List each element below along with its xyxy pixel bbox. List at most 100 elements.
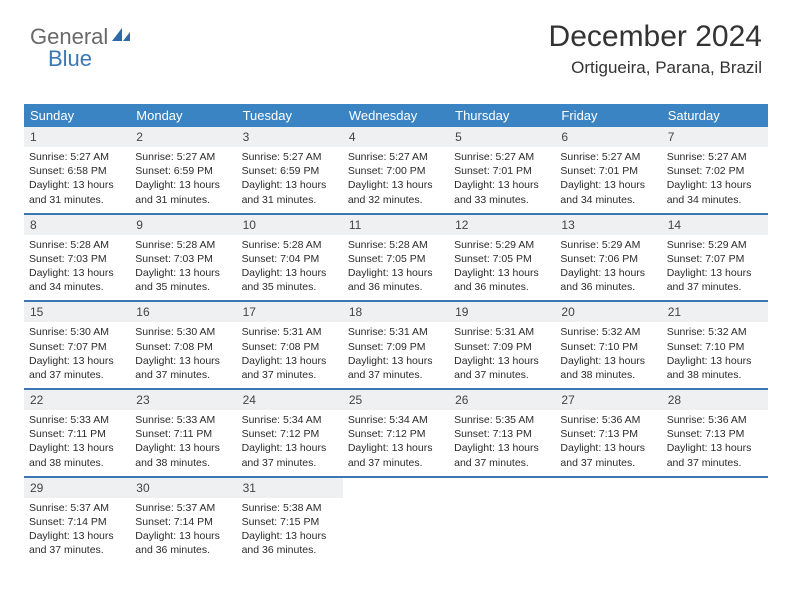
- day-number: 20: [555, 302, 661, 322]
- day-details: Sunrise: 5:28 AMSunset: 7:04 PMDaylight:…: [237, 235, 343, 301]
- logo-sail-icon: [110, 24, 132, 50]
- day-cell: 8Sunrise: 5:28 AMSunset: 7:03 PMDaylight…: [24, 215, 130, 301]
- calendar-grid: SundayMondayTuesdayWednesdayThursdayFrid…: [24, 104, 768, 563]
- day-details: Sunrise: 5:31 AMSunset: 7:09 PMDaylight:…: [449, 322, 555, 388]
- day-cell: [662, 478, 768, 564]
- day-details: Sunrise: 5:33 AMSunset: 7:11 PMDaylight:…: [24, 410, 130, 476]
- day-details: Sunrise: 5:34 AMSunset: 7:12 PMDaylight:…: [343, 410, 449, 476]
- day-details: Sunrise: 5:37 AMSunset: 7:14 PMDaylight:…: [130, 498, 236, 564]
- day-details: Sunrise: 5:29 AMSunset: 7:07 PMDaylight:…: [662, 235, 768, 301]
- weekday-header: Sunday: [24, 104, 130, 127]
- day-cell: 5Sunrise: 5:27 AMSunset: 7:01 PMDaylight…: [449, 127, 555, 213]
- day-number: 26: [449, 390, 555, 410]
- weekday-header: Saturday: [662, 104, 768, 127]
- day-number: 15: [24, 302, 130, 322]
- day-details: Sunrise: 5:29 AMSunset: 7:05 PMDaylight:…: [449, 235, 555, 301]
- day-details: Sunrise: 5:38 AMSunset: 7:15 PMDaylight:…: [237, 498, 343, 564]
- day-details: Sunrise: 5:33 AMSunset: 7:11 PMDaylight:…: [130, 410, 236, 476]
- day-number: 28: [662, 390, 768, 410]
- day-number: 25: [343, 390, 449, 410]
- day-cell: 11Sunrise: 5:28 AMSunset: 7:05 PMDayligh…: [343, 215, 449, 301]
- day-number: 1: [24, 127, 130, 147]
- day-cell: 17Sunrise: 5:31 AMSunset: 7:08 PMDayligh…: [237, 302, 343, 388]
- day-number: 27: [555, 390, 661, 410]
- day-cell: 10Sunrise: 5:28 AMSunset: 7:04 PMDayligh…: [237, 215, 343, 301]
- day-cell: 31Sunrise: 5:38 AMSunset: 7:15 PMDayligh…: [237, 478, 343, 564]
- day-details: Sunrise: 5:27 AMSunset: 6:59 PMDaylight:…: [130, 147, 236, 213]
- weekday-header: Thursday: [449, 104, 555, 127]
- day-details: Sunrise: 5:30 AMSunset: 7:08 PMDaylight:…: [130, 322, 236, 388]
- day-cell: 23Sunrise: 5:33 AMSunset: 7:11 PMDayligh…: [130, 390, 236, 476]
- day-details: Sunrise: 5:27 AMSunset: 6:58 PMDaylight:…: [24, 147, 130, 213]
- week-row: 1Sunrise: 5:27 AMSunset: 6:58 PMDaylight…: [24, 127, 768, 215]
- day-details: Sunrise: 5:31 AMSunset: 7:08 PMDaylight:…: [237, 322, 343, 388]
- day-cell: 12Sunrise: 5:29 AMSunset: 7:05 PMDayligh…: [449, 215, 555, 301]
- day-number: 10: [237, 215, 343, 235]
- day-cell: 30Sunrise: 5:37 AMSunset: 7:14 PMDayligh…: [130, 478, 236, 564]
- weekday-header: Friday: [555, 104, 661, 127]
- day-number: 24: [237, 390, 343, 410]
- weekday-header: Monday: [130, 104, 236, 127]
- day-details: Sunrise: 5:27 AMSunset: 7:00 PMDaylight:…: [343, 147, 449, 213]
- day-cell: 15Sunrise: 5:30 AMSunset: 7:07 PMDayligh…: [24, 302, 130, 388]
- day-details: Sunrise: 5:37 AMSunset: 7:14 PMDaylight:…: [24, 498, 130, 564]
- day-number: 31: [237, 478, 343, 498]
- day-number: 4: [343, 127, 449, 147]
- weekday-header: Tuesday: [237, 104, 343, 127]
- day-cell: 20Sunrise: 5:32 AMSunset: 7:10 PMDayligh…: [555, 302, 661, 388]
- day-number: 19: [449, 302, 555, 322]
- day-cell: 7Sunrise: 5:27 AMSunset: 7:02 PMDaylight…: [662, 127, 768, 213]
- day-cell: 14Sunrise: 5:29 AMSunset: 7:07 PMDayligh…: [662, 215, 768, 301]
- day-cell: 24Sunrise: 5:34 AMSunset: 7:12 PMDayligh…: [237, 390, 343, 476]
- day-number: 30: [130, 478, 236, 498]
- day-details: Sunrise: 5:36 AMSunset: 7:13 PMDaylight:…: [662, 410, 768, 476]
- day-cell: 22Sunrise: 5:33 AMSunset: 7:11 PMDayligh…: [24, 390, 130, 476]
- day-number: 21: [662, 302, 768, 322]
- day-cell: 26Sunrise: 5:35 AMSunset: 7:13 PMDayligh…: [449, 390, 555, 476]
- day-cell: [555, 478, 661, 564]
- day-number: 12: [449, 215, 555, 235]
- day-number: 29: [24, 478, 130, 498]
- day-number: 5: [449, 127, 555, 147]
- day-number: 17: [237, 302, 343, 322]
- day-cell: 9Sunrise: 5:28 AMSunset: 7:03 PMDaylight…: [130, 215, 236, 301]
- day-details: Sunrise: 5:31 AMSunset: 7:09 PMDaylight:…: [343, 322, 449, 388]
- week-row: 8Sunrise: 5:28 AMSunset: 7:03 PMDaylight…: [24, 215, 768, 303]
- day-cell: 1Sunrise: 5:27 AMSunset: 6:58 PMDaylight…: [24, 127, 130, 213]
- day-cell: 25Sunrise: 5:34 AMSunset: 7:12 PMDayligh…: [343, 390, 449, 476]
- day-cell: 28Sunrise: 5:36 AMSunset: 7:13 PMDayligh…: [662, 390, 768, 476]
- day-cell: 3Sunrise: 5:27 AMSunset: 6:59 PMDaylight…: [237, 127, 343, 213]
- day-cell: 27Sunrise: 5:36 AMSunset: 7:13 PMDayligh…: [555, 390, 661, 476]
- day-details: Sunrise: 5:28 AMSunset: 7:03 PMDaylight:…: [130, 235, 236, 301]
- day-number: 22: [24, 390, 130, 410]
- day-details: Sunrise: 5:29 AMSunset: 7:06 PMDaylight:…: [555, 235, 661, 301]
- day-number: 13: [555, 215, 661, 235]
- day-cell: 19Sunrise: 5:31 AMSunset: 7:09 PMDayligh…: [449, 302, 555, 388]
- day-details: Sunrise: 5:27 AMSunset: 7:02 PMDaylight:…: [662, 147, 768, 213]
- day-cell: 16Sunrise: 5:30 AMSunset: 7:08 PMDayligh…: [130, 302, 236, 388]
- day-details: Sunrise: 5:30 AMSunset: 7:07 PMDaylight:…: [24, 322, 130, 388]
- weekday-header: Wednesday: [343, 104, 449, 127]
- day-details: Sunrise: 5:35 AMSunset: 7:13 PMDaylight:…: [449, 410, 555, 476]
- day-cell: [449, 478, 555, 564]
- week-row: 29Sunrise: 5:37 AMSunset: 7:14 PMDayligh…: [24, 478, 768, 564]
- day-details: Sunrise: 5:32 AMSunset: 7:10 PMDaylight:…: [555, 322, 661, 388]
- day-details: Sunrise: 5:27 AMSunset: 7:01 PMDaylight:…: [449, 147, 555, 213]
- day-cell: [343, 478, 449, 564]
- day-number: 16: [130, 302, 236, 322]
- day-number: 2: [130, 127, 236, 147]
- location-label: Ortigueira, Parana, Brazil: [549, 58, 762, 78]
- day-number: 18: [343, 302, 449, 322]
- day-details: Sunrise: 5:34 AMSunset: 7:12 PMDaylight:…: [237, 410, 343, 476]
- day-cell: 4Sunrise: 5:27 AMSunset: 7:00 PMDaylight…: [343, 127, 449, 213]
- day-details: Sunrise: 5:28 AMSunset: 7:03 PMDaylight:…: [24, 235, 130, 301]
- day-cell: 13Sunrise: 5:29 AMSunset: 7:06 PMDayligh…: [555, 215, 661, 301]
- day-details: Sunrise: 5:27 AMSunset: 7:01 PMDaylight:…: [555, 147, 661, 213]
- page-title: December 2024: [549, 20, 762, 54]
- week-row: 15Sunrise: 5:30 AMSunset: 7:07 PMDayligh…: [24, 302, 768, 390]
- day-number: 11: [343, 215, 449, 235]
- day-cell: 6Sunrise: 5:27 AMSunset: 7:01 PMDaylight…: [555, 127, 661, 213]
- weekday-header-row: SundayMondayTuesdayWednesdayThursdayFrid…: [24, 104, 768, 127]
- day-details: Sunrise: 5:27 AMSunset: 6:59 PMDaylight:…: [237, 147, 343, 213]
- day-number: 23: [130, 390, 236, 410]
